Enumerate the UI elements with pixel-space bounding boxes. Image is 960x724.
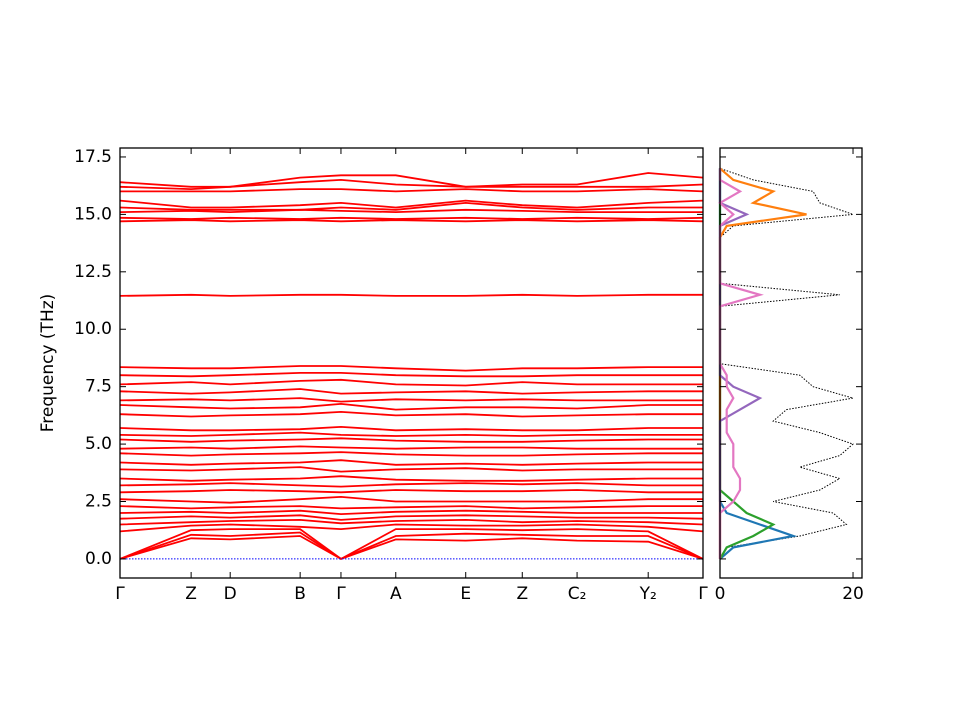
y-tick-label: 5.0: [85, 434, 112, 454]
band-line: [119, 397, 703, 403]
band-line: [119, 219, 704, 223]
band-line: [119, 535, 704, 560]
band-line: [119, 410, 703, 418]
band-line: [119, 531, 704, 560]
band-line: [119, 459, 703, 466]
x-tick-label: Γ: [698, 584, 708, 604]
band-line: [119, 505, 703, 510]
x-tick-label: Y₂: [639, 584, 657, 604]
band-line: [119, 293, 703, 297]
band-line: [119, 451, 703, 457]
x-tick-label: C₂: [568, 584, 587, 604]
band-line: [119, 482, 703, 488]
band-line: [119, 445, 703, 450]
band-line: [119, 378, 703, 387]
y-tick-label: 2.5: [85, 492, 112, 512]
band-line: [119, 425, 703, 432]
band-line: [119, 437, 703, 443]
band-line: [119, 466, 703, 473]
x-tick-label: Γ: [336, 584, 346, 604]
x-tick-label: A: [390, 584, 402, 604]
band-line: [119, 365, 703, 372]
band-line: [119, 216, 704, 220]
band-line: [119, 402, 703, 411]
band-line: [119, 388, 703, 395]
x-tick-label: E: [460, 584, 471, 604]
band-line: [119, 514, 704, 521]
y-axis-label: Frequency (THz): [38, 294, 58, 433]
x-tick-label: D: [224, 584, 237, 604]
band-line: [120, 188, 704, 193]
x-tick-label: 0: [715, 584, 726, 604]
band-line: [119, 495, 703, 504]
y-tick-label: 17.5: [74, 147, 112, 167]
y-tick-label: 7.5: [85, 377, 112, 397]
band-line: [119, 523, 704, 533]
y-tick-label: 0.0: [85, 549, 112, 569]
band-line: [119, 201, 703, 211]
y-tick-label: 10.0: [74, 319, 112, 339]
band-line: [119, 528, 704, 560]
x-tick-label: Z: [185, 584, 197, 604]
x-tick-label: Γ: [115, 584, 125, 604]
band-line: [119, 208, 703, 214]
band-line: [119, 431, 703, 437]
band-line: [119, 489, 703, 494]
y-tick-label: 12.5: [74, 262, 112, 282]
band-line: [119, 518, 704, 526]
x-tick-label: 20: [842, 584, 864, 604]
band-line: [119, 199, 704, 209]
dos-frame: [719, 147, 863, 579]
band-line: [119, 509, 703, 516]
band-line: [119, 475, 703, 482]
dos-line: [718, 168, 776, 560]
x-tick-label: Z: [516, 584, 528, 604]
plot-frame: [119, 147, 704, 579]
band-line: [119, 172, 704, 188]
dos-line: [719, 167, 854, 560]
y-tick-label: 15.0: [74, 204, 112, 224]
band-line: [119, 372, 703, 378]
band-line: [119, 178, 704, 191]
x-tick-label: B: [294, 584, 306, 604]
